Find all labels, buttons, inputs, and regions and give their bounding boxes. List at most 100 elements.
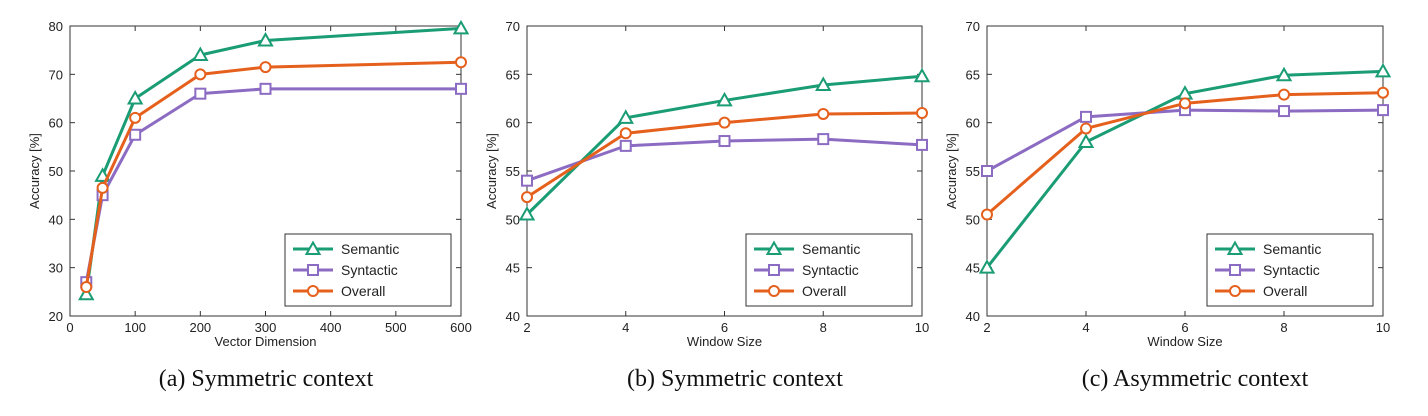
point-overall [259,61,272,74]
y-tick-label: 50 [966,212,980,227]
x-tick-label: 8 [1280,320,1287,335]
x-tick-label: 100 [124,320,146,335]
point-semantic [1275,66,1293,82]
x-tick-label: 400 [320,320,342,335]
x-tick-label: 6 [1181,320,1188,335]
y-tick-label: 70 [49,67,63,82]
point-syntactic [194,87,207,100]
point-overall [981,208,993,221]
y-tick-label: 55 [966,164,980,179]
y-tick-label: 30 [49,261,63,276]
chart-1: 0 100 200 300 400 500 600 20 30 40 50 60 70 80 Vector … [27,19,472,349]
point-syntactic [1278,105,1290,118]
y-tick-label: 70 [506,19,520,34]
point-semantic [913,67,931,83]
legend-marker-syntactic [307,264,319,276]
x-axis-label: Vector Dimension [215,334,317,349]
x-axis-label: Window Size [1147,334,1222,349]
x-axis-label: Window Size [687,334,762,349]
point-syntactic [981,165,993,177]
y-tick-label: 45 [506,261,520,276]
legend-marker-syntactic [768,264,780,276]
caption-b: (b) Symmetric context [627,366,843,392]
point-syntactic [1377,104,1389,117]
y-tick-label: 20 [49,309,63,324]
series-overall [981,86,1389,221]
legend-label-semantic: Semantic [1263,241,1321,257]
y-tick-label: 45 [966,261,980,276]
point-syntactic [1080,110,1092,123]
point-semantic [452,19,470,35]
point-syntactic [916,138,928,151]
point-overall [96,181,109,194]
y-tick-label: 50 [49,164,63,179]
y-tick-label: 60 [49,116,63,131]
point-syntactic [455,82,467,95]
legend-label-semantic: Semantic [802,241,860,257]
y-tick-label: 65 [966,67,980,82]
legend: Semantic Syntactic Overall [1206,233,1374,307]
point-syntactic [817,133,830,146]
legend-marker-overall [1229,285,1241,297]
legend-label-semantic: Semantic [341,241,399,257]
series-syntactic [981,104,1389,177]
x-tick-label: 6 [721,320,728,335]
y-tick-label: 55 [506,164,520,179]
legend-marker-overall [768,285,780,297]
point-overall [1179,97,1191,110]
x-tick-label: 10 [915,320,929,335]
series-overall [80,56,467,293]
y-tick-label: 50 [506,212,520,227]
x-tick-label: 8 [820,320,827,335]
series-line-overall [84,60,462,288]
series-semantic [978,62,1392,274]
x-tick-label: 300 [255,320,277,335]
x-tick-label: 4 [1082,320,1089,335]
y-axis-label: Accuracy [%] [944,133,959,209]
legend-marker-overall [307,285,319,297]
point-overall [718,116,731,129]
series-semantic [518,67,931,221]
legend-label-overall: Overall [341,283,385,299]
caption-a: (a) Symmetric context [158,366,374,392]
x-tick-label: 2 [523,320,530,335]
y-tick-label: 60 [966,116,980,131]
y-tick-label: 65 [506,67,520,82]
point-semantic [78,285,95,301]
x-tick-label: 200 [189,320,211,335]
point-semantic [1374,62,1392,78]
point-semantic [1077,133,1095,148]
point-syntactic [718,135,731,148]
point-overall [1080,122,1092,135]
point-semantic [126,89,144,105]
point-semantic [192,46,209,61]
y-axis-label: Accuracy [%] [484,133,499,209]
x-tick-label: 4 [622,320,629,335]
point-overall [1377,86,1389,99]
chart-3: 2 4 6 8 10 40 45 50 55 60 65 70 Window Size Accuracy … [944,19,1392,349]
point-syntactic [619,139,632,152]
point-semantic [716,91,733,107]
point-syntactic [129,128,142,141]
series-overall [521,107,928,204]
legend-marker-syntactic [1229,264,1241,276]
point-semantic [518,205,536,221]
point-semantic [257,31,274,47]
y-tick-label: 70 [966,19,980,34]
x-tick-label: 10 [1376,320,1390,335]
point-overall [194,68,207,81]
point-syntactic [259,82,272,95]
y-tick-label: 80 [49,19,63,34]
legend-marker-semantic [304,240,322,255]
caption-c: (c) Asymmetric context [1081,366,1309,392]
legend-marker-semantic [1226,240,1244,255]
legend-marker-semantic [765,240,783,255]
legend-label-syntactic: Syntactic [1263,262,1320,278]
point-overall [1278,88,1290,101]
x-tick-label: 600 [450,320,472,335]
legend: Semantic Syntactic Overall [745,233,913,307]
x-tick-label: 0 [66,320,73,335]
y-axis-label: Accuracy [%] [27,133,42,209]
series-syntactic [521,133,928,187]
